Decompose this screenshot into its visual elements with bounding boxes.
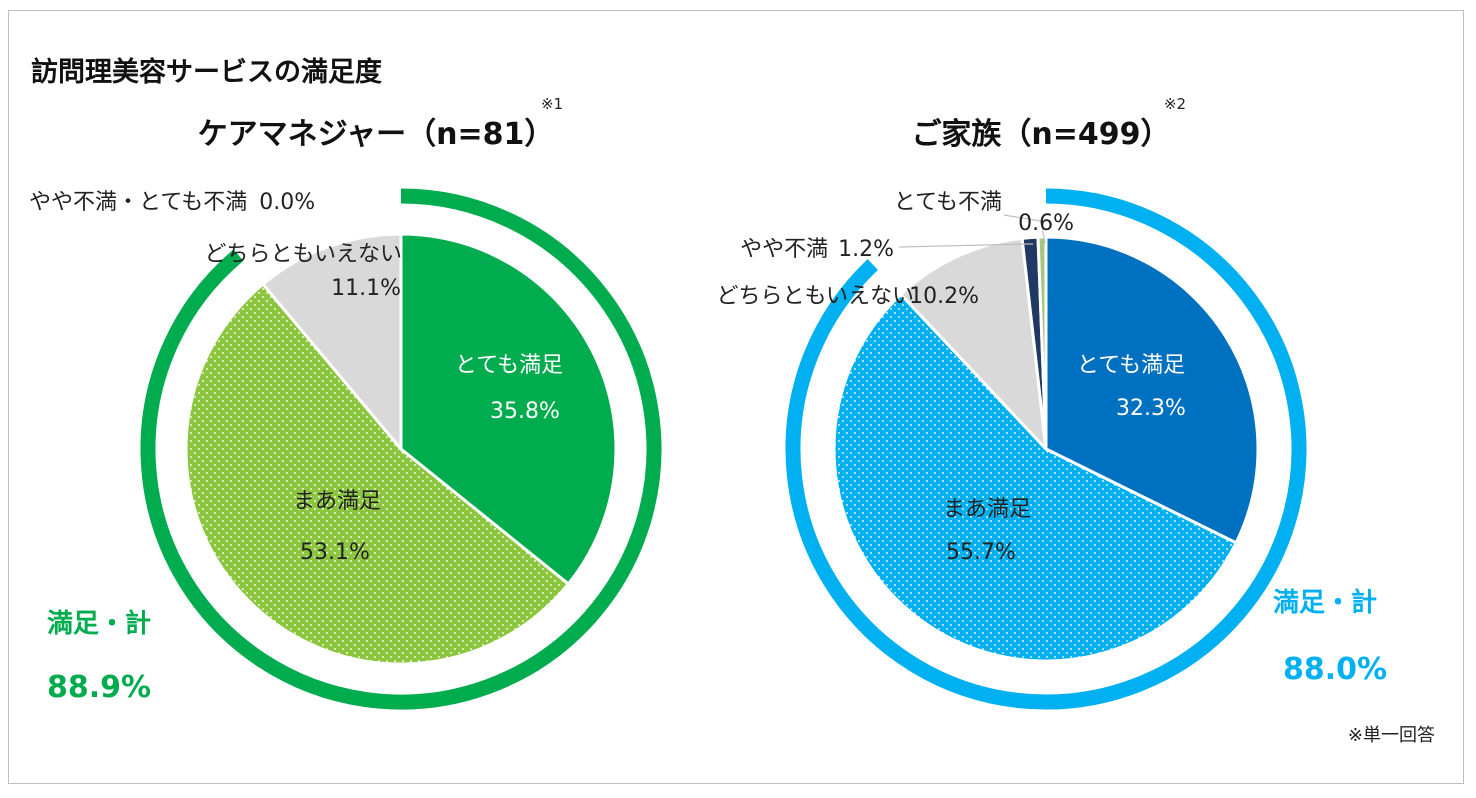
right-total-label: 満足・計 — [1273, 587, 1377, 618]
left-chart-title: ケアマネジャー（n=81） — [198, 117, 555, 152]
right-label-very-dissatisfied-value: 0.6% — [1018, 211, 1074, 236]
pie-slice-1 — [399, 232, 618, 587]
footnote: ※単一回答 — [1348, 725, 1435, 746]
pie-slice-2 — [832, 292, 1239, 663]
left-label-very-satisfied-name: とても満足 — [455, 353, 563, 378]
pie-slice-3 — [260, 232, 403, 454]
left-total-label: 満足・計 — [47, 608, 151, 639]
right-label-very-dissatisfied-name: とても不満 — [894, 190, 1002, 215]
right-total-value: 88.0% — [1283, 652, 1387, 687]
pie-slice-2 — [184, 282, 571, 666]
pie-slice-1 — [1044, 235, 1260, 545]
left-label-neutral-name: どちらともいえない — [204, 242, 402, 267]
left-label-neutral-value: 11.1% — [331, 276, 401, 301]
right-satisfaction-ring — [785, 188, 1307, 710]
right-label-neutral-value: 10.2% — [909, 284, 979, 309]
leader-line-very-dissatisfied — [1003, 214, 1046, 244]
pie-slice-3 — [898, 236, 1049, 454]
right-chart-note: ※2 — [1164, 95, 1186, 113]
chart-frame: 訪問理美容サービスの満足度 ケアマネジャー（n=81） ※1 ご家族（n=499… — [8, 10, 1464, 784]
chart-title: 訪問理美容サービスの満足度 — [31, 56, 382, 88]
leader-line-somewhat-dissatisfied — [898, 243, 1033, 248]
satisfaction-total-arc — [785, 188, 1307, 710]
left-pie — [184, 232, 618, 666]
right-label-neutral-name: どちらともいえない — [716, 284, 914, 309]
satisfaction-total-arc — [140, 188, 662, 710]
chart-canvas: 訪問理美容サービスの満足度 ケアマネジャー（n=81） ※1 ご家族（n=499… — [29, 56, 1435, 746]
right-chart-title: ご家族（n=499） — [911, 117, 1170, 152]
pie-slice-5 — [1036, 235, 1048, 450]
right-label-somewhat-satisfied-value: 55.7% — [946, 540, 1016, 565]
left-total-value: 88.9% — [47, 670, 151, 705]
left-label-dissatisfied: やや不満・とても不満 0.0% — [29, 190, 315, 215]
left-label-somewhat-satisfied-value: 53.1% — [300, 540, 370, 565]
right-label-somewhat-satisfied-name: まあ満足 — [943, 497, 1031, 522]
left-label-somewhat-satisfied-name: まあ満足 — [293, 489, 381, 514]
right-label-very-satisfied-value: 32.3% — [1116, 396, 1186, 421]
left-chart-note: ※1 — [541, 95, 563, 113]
left-label-very-satisfied-value: 35.8% — [490, 399, 560, 424]
left-satisfaction-ring — [140, 188, 662, 710]
right-pie — [832, 235, 1260, 663]
right-label-somewhat-dissatisfied: やや不満 1.2% — [740, 237, 894, 262]
right-label-very-satisfied-name: とても満足 — [1077, 353, 1185, 378]
